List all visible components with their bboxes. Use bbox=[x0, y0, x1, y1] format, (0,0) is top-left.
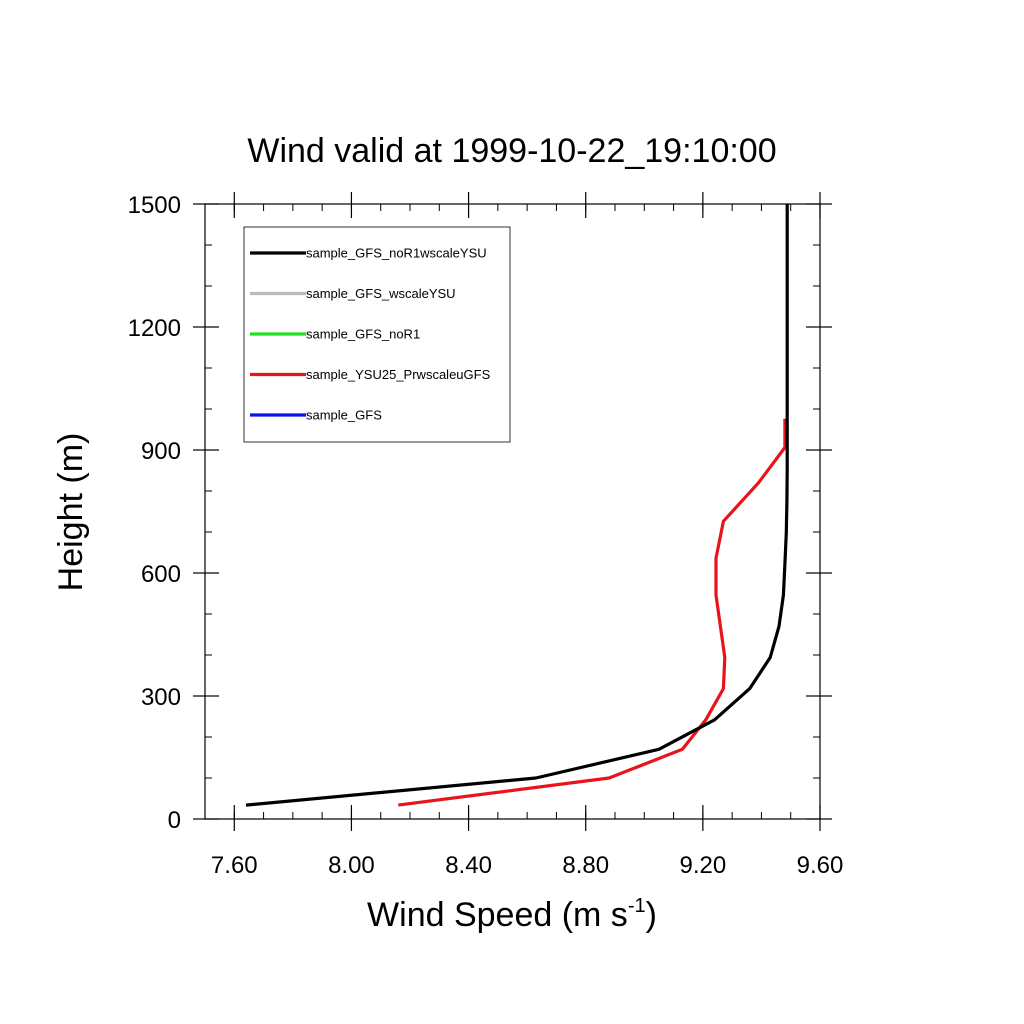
series-line-sample_GFS_noR1wscaleYSU bbox=[245, 204, 789, 807]
y-tick-label: 300 bbox=[141, 684, 181, 711]
x-tick-label: 9.20 bbox=[679, 852, 726, 879]
series-line-sample_YSU25_PrwscaleuGFS bbox=[398, 418, 787, 807]
axis-ticks bbox=[193, 192, 832, 831]
y-axis-label: Height (m) bbox=[52, 433, 90, 592]
y-tick-label: 0 bbox=[168, 807, 181, 834]
x-tick-label: 8.40 bbox=[445, 852, 492, 879]
legend-label: sample_GFS_noR1 bbox=[306, 327, 420, 342]
data-series bbox=[245, 204, 789, 807]
legend-label: sample_GFS_wscaleYSU bbox=[306, 286, 456, 301]
plot-frame bbox=[204, 203, 821, 820]
x-axis-label-main: Wind Speed (m s bbox=[367, 896, 628, 934]
x-axis-label-close: ) bbox=[646, 896, 657, 934]
y-tick-label: 1500 bbox=[128, 192, 181, 219]
x-axis-label-superscript: -1 bbox=[628, 895, 646, 917]
y-tick-label: 900 bbox=[141, 438, 181, 465]
legend: sample_GFS_noR1wscaleYSU sample_GFS_wscal… bbox=[243, 226, 511, 443]
x-axis-label: Wind Speed (m s-1) bbox=[367, 895, 657, 934]
x-tick-label: 8.80 bbox=[562, 852, 609, 879]
plot-area-border bbox=[204, 203, 821, 820]
y-tick-label: 1200 bbox=[128, 315, 181, 342]
x-tick-label: 9.60 bbox=[797, 852, 844, 879]
legend-label: sample_YSU25_PrwscaleuGFS bbox=[306, 367, 491, 382]
legend-label: sample_GFS_noR1wscaleYSU bbox=[306, 246, 487, 261]
legend-label: sample_GFS bbox=[306, 408, 382, 423]
x-tick-label: 7.60 bbox=[211, 852, 258, 879]
chart-title: Wind valid at 1999-10-22_19:10:00 bbox=[247, 132, 776, 170]
axis-tick-labels: 7.60 8.00 8.40 8.80 9.20 9.60 0 300 600 900 1200 15… bbox=[128, 192, 844, 879]
x-tick-label: 8.00 bbox=[328, 852, 375, 879]
y-tick-label: 600 bbox=[141, 561, 181, 588]
